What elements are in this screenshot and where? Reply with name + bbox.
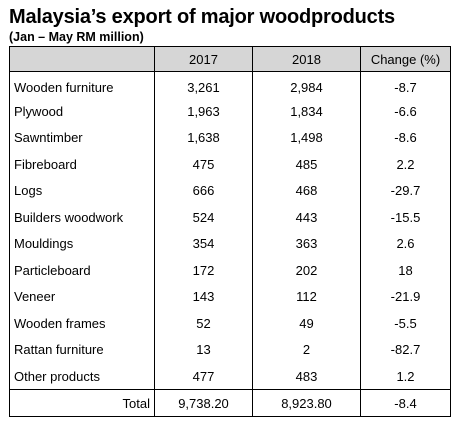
change-percent: -6.6 — [360, 98, 451, 125]
value-2017: 143 — [154, 283, 253, 310]
total-row: Total 9,738.20 8,923.80 -8.4 — [9, 389, 451, 417]
value-2018: 363 — [252, 230, 361, 257]
product-name: Fibreboard — [9, 151, 155, 178]
change-percent: 1.2 — [360, 363, 451, 390]
value-2018: 1,498 — [252, 124, 361, 151]
table-row: Other products 477 483 1.2 — [9, 363, 451, 390]
total-label: Total — [9, 389, 155, 417]
total-2018: 8,923.80 — [252, 389, 361, 417]
value-2018: 202 — [252, 257, 361, 284]
product-name: Builders woodwork — [9, 204, 155, 231]
change-percent: -5.5 — [360, 310, 451, 337]
value-2017: 3,261 — [154, 71, 253, 98]
product-name: Plywood — [9, 98, 155, 125]
value-2017: 666 — [154, 177, 253, 204]
value-2017: 172 — [154, 257, 253, 284]
table-row: Particleboard 172 202 18 — [9, 257, 451, 284]
total-change: -8.4 — [360, 389, 451, 417]
value-2017: 477 — [154, 363, 253, 390]
page-subtitle: (Jan – May RM million) — [9, 30, 144, 44]
header-row: 2017 2018 Change (%) — [9, 46, 451, 72]
product-name: Sawntimber — [9, 124, 155, 151]
value-2018: 2,984 — [252, 71, 361, 98]
value-2018: 483 — [252, 363, 361, 390]
table-row: Builders woodwork 524 443 -15.5 — [9, 204, 451, 231]
value-2017: 475 — [154, 151, 253, 178]
product-name: Veneer — [9, 283, 155, 310]
table-row: Rattan furniture 13 2 -82.7 — [9, 336, 451, 363]
table-row: Fibreboard 475 485 2.2 — [9, 151, 451, 178]
value-2018: 485 — [252, 151, 361, 178]
change-percent: 2.2 — [360, 151, 451, 178]
table-row: Wooden furniture 3,261 2,984 -8.7 — [9, 71, 451, 98]
value-2017: 1,963 — [154, 98, 253, 125]
table-row: Sawntimber 1,638 1,498 -8.6 — [9, 124, 451, 151]
product-name: Mouldings — [9, 230, 155, 257]
value-2018: 443 — [252, 204, 361, 231]
total-2017: 9,738.20 — [154, 389, 253, 417]
value-2018: 49 — [252, 310, 361, 337]
value-2017: 1,638 — [154, 124, 253, 151]
product-name: Wooden frames — [9, 310, 155, 337]
value-2018: 468 — [252, 177, 361, 204]
value-2017: 13 — [154, 336, 253, 363]
product-name: Logs — [9, 177, 155, 204]
header-product — [9, 46, 155, 72]
table-row: Mouldings 354 363 2.6 — [9, 230, 451, 257]
table-row: Logs 666 468 -29.7 — [9, 177, 451, 204]
value-2018: 2 — [252, 336, 361, 363]
change-percent: -21.9 — [360, 283, 451, 310]
change-percent: -15.5 — [360, 204, 451, 231]
value-2018: 1,834 — [252, 98, 361, 125]
value-2017: 52 — [154, 310, 253, 337]
change-percent: -82.7 — [360, 336, 451, 363]
value-2018: 112 — [252, 283, 361, 310]
table-row: Wooden frames 52 49 -5.5 — [9, 310, 451, 337]
table-row: Plywood 1,963 1,834 -6.6 — [9, 98, 451, 125]
product-name: Particleboard — [9, 257, 155, 284]
change-percent: 18 — [360, 257, 451, 284]
table-row: Veneer 143 112 -21.9 — [9, 283, 451, 310]
product-name: Rattan furniture — [9, 336, 155, 363]
page-title: Malaysia’s export of major woodproducts — [9, 6, 395, 28]
change-percent: -8.7 — [360, 71, 451, 98]
product-name: Other products — [9, 363, 155, 390]
change-percent: 2.6 — [360, 230, 451, 257]
export-table: 2017 2018 Change (%) Wooden furniture 3,… — [9, 46, 451, 417]
header-2017: 2017 — [154, 46, 253, 72]
change-percent: -8.6 — [360, 124, 451, 151]
header-2018: 2018 — [252, 46, 361, 72]
value-2017: 524 — [154, 204, 253, 231]
product-name: Wooden furniture — [9, 71, 155, 98]
change-percent: -29.7 — [360, 177, 451, 204]
value-2017: 354 — [154, 230, 253, 257]
header-change: Change (%) — [360, 46, 451, 72]
